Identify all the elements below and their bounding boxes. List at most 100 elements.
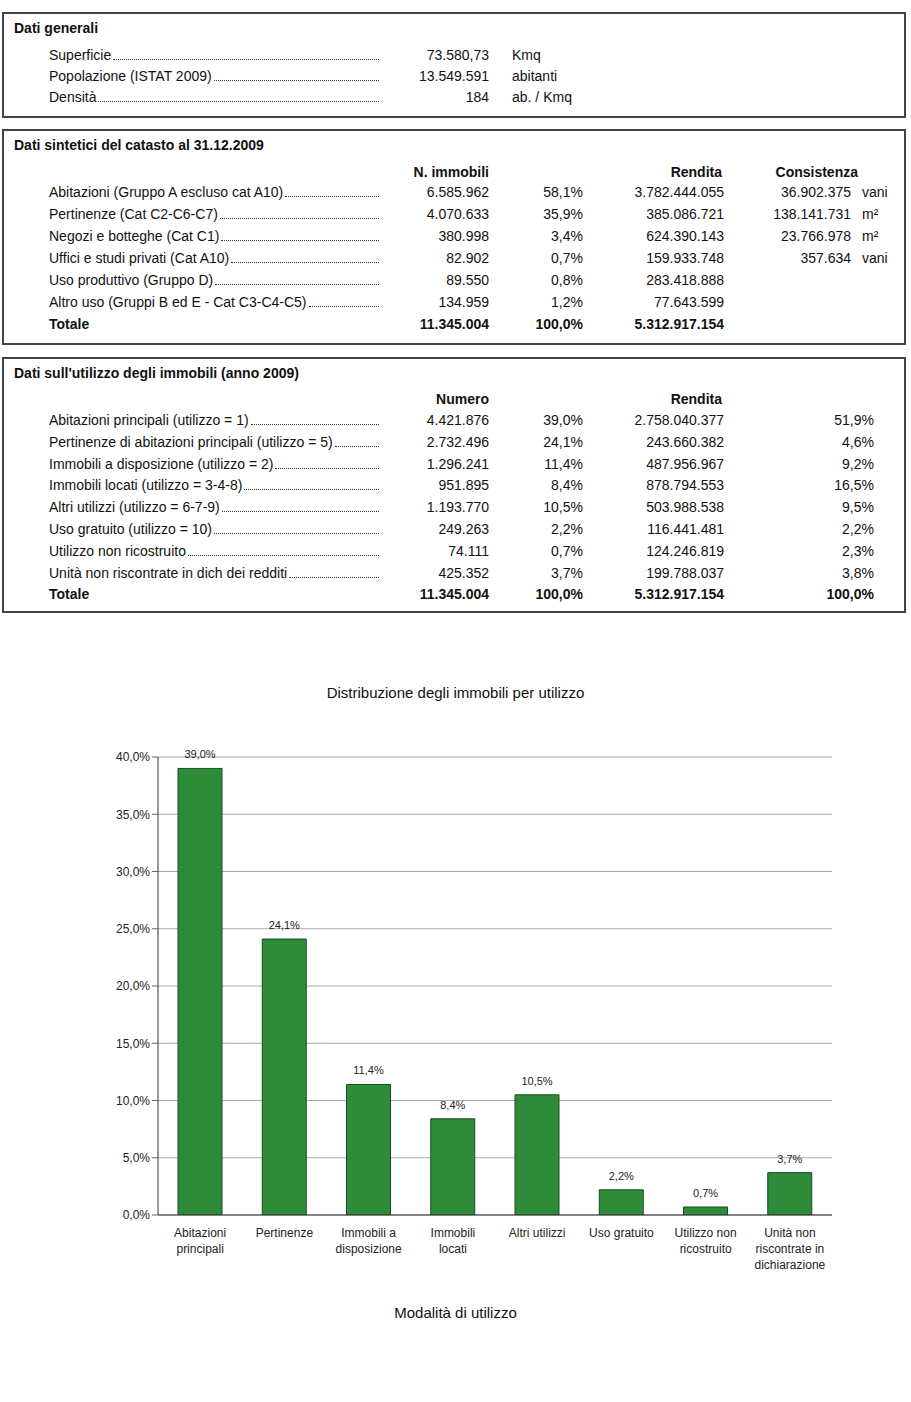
html-text:380.998: 380.998 — [438, 228, 489, 244]
html-text:N. immobili: N. immobili — [413, 164, 489, 180]
svg-text:Pertinenze: Pertinenze — [256, 1226, 314, 1240]
html-text:Rendita: Rendita — [670, 164, 722, 180]
html-text:878.794.553: 878.794.553 — [646, 477, 724, 494]
html-text:6.585.962: 6.585.962 — [426, 184, 489, 200]
svg-text:10,0%: 10,0% — [116, 1094, 150, 1108]
html-text:425.352: 425.352 — [438, 564, 489, 581]
html-text:Consistenza: Consistenza — [775, 164, 858, 180]
html-text:243.660.382: 243.660.382 — [646, 433, 724, 450]
svg-text:10,5%: 10,5% — [521, 1075, 552, 1087]
svg-text:Immobili adisposizione: Immobili adisposizione — [336, 1226, 402, 1256]
html-text:Immobili a disposizione (utili: Immobili a disposizione (utilizzo = 2) — [49, 455, 274, 472]
svg-text:8,4%: 8,4% — [440, 1099, 465, 1111]
html-text:951.895: 951.895 — [438, 477, 489, 494]
html-text:vani: vani — [862, 184, 888, 200]
html-text:2.732.496: 2.732.496 — [426, 433, 489, 450]
html-text:Densità: Densità — [49, 89, 97, 105]
html-text:3.782.444.055: 3.782.444.055 — [634, 184, 724, 200]
html-text:4.070.633: 4.070.633 — [426, 206, 489, 222]
html-text:Dati generali: Dati generali — [14, 20, 98, 36]
svg-text:25,0%: 25,0% — [116, 922, 150, 936]
html-text:Kmq: Kmq — [512, 47, 541, 63]
html-text:24,1%: 24,1% — [543, 433, 583, 450]
html-text:3,7%: 3,7% — [551, 564, 583, 581]
html-text:124.246.819: 124.246.819 — [646, 542, 724, 559]
svg-text:0,7%: 0,7% — [693, 1187, 718, 1199]
html-text:Pertinenze di abitazioni princ: Pertinenze di abitazioni principali (uti… — [49, 433, 333, 450]
html-text:36.902.375: 36.902.375 — [780, 184, 851, 200]
html-text:9,2%: 9,2% — [842, 455, 874, 472]
html-text:0,7%: 0,7% — [551, 250, 583, 266]
html-text:0,7%: 0,7% — [551, 542, 583, 559]
html-text:ab. / Kmq: ab. / Kmq — [512, 89, 572, 105]
html-text:35,9%: 35,9% — [543, 206, 583, 222]
html-text:1.193.770: 1.193.770 — [426, 499, 489, 516]
html-text:Modalità di utilizzo: Modalità di utilizzo — [394, 1304, 517, 1321]
html-text:74.111: 74.111 — [448, 542, 489, 559]
html-text:11.345.004: 11.345.004 — [419, 586, 489, 603]
svg-text:Uso gratuito: Uso gratuito — [589, 1226, 654, 1240]
svg-text:0,0%: 0,0% — [123, 1208, 151, 1222]
html-text:159.933.748: 159.933.748 — [646, 250, 724, 266]
html-text:4,6%: 4,6% — [842, 433, 874, 450]
html-text:11,4%: 11,4% — [544, 455, 583, 472]
html-text:100,0%: 100,0% — [826, 586, 874, 603]
svg-text:Abitazioniprincipali: Abitazioniprincipali — [174, 1226, 226, 1256]
html-text:184: 184 — [465, 89, 489, 105]
html-text:8,4%: 8,4% — [551, 477, 583, 494]
svg-text:Altri utilizzi: Altri utilizzi — [509, 1226, 566, 1240]
svg-text:2,2%: 2,2% — [609, 1170, 634, 1182]
html-text:Popolazione (ISTAT 2009): Popolazione (ISTAT 2009) — [49, 68, 212, 84]
html-text:m²: m² — [862, 206, 879, 222]
svg-text:11,4%: 11,4% — [353, 1064, 384, 1076]
svg-text:Unità nonriscontrate indichiar: Unità nonriscontrate indichiarazione — [755, 1226, 826, 1272]
html-text:23.766.978: 23.766.978 — [780, 228, 851, 244]
html-text:Altri utilizzi (utilizzo = 6-7: Altri utilizzi (utilizzo = 6-7-9) — [49, 499, 220, 516]
svg-text:Immobililocati: Immobililocati — [431, 1226, 476, 1256]
html-text:357.634: 357.634 — [800, 250, 851, 266]
html-text:Totale: Totale — [49, 586, 90, 603]
html-text:Utilizzo non ricostruito: Utilizzo non ricostruito — [49, 542, 186, 559]
html-text:385.086.721: 385.086.721 — [646, 206, 724, 222]
html-text:Superficie: Superficie — [49, 47, 112, 63]
html-text:73.580,73: 73.580,73 — [426, 47, 489, 63]
svg-text:40,0%: 40,0% — [116, 750, 150, 764]
html-text:Pertinenze (Cat C2-C6-C7): Pertinenze (Cat C2-C6-C7) — [49, 206, 218, 222]
svg-text:24,1%: 24,1% — [269, 919, 300, 931]
html-text:13.549.591: 13.549.591 — [418, 68, 489, 84]
html-text:82.902: 82.902 — [446, 250, 489, 266]
html-text:m²: m² — [862, 228, 879, 244]
html-text:Abitazioni (Gruppo A escluso c: Abitazioni (Gruppo A escluso cat A10) — [49, 184, 284, 200]
html-text:9,5%: 9,5% — [842, 499, 874, 516]
html-text:Uffici e studi privati (Cat A1: Uffici e studi privati (Cat A10) — [49, 250, 230, 266]
html-text:Dati sintetici del catasto al: Dati sintetici del catasto al 31.12.2009 — [14, 137, 264, 153]
html-text:503.988.538: 503.988.538 — [646, 499, 724, 516]
html-text:Immobili locati (utilizzo = 3-: Immobili locati (utilizzo = 3-4-8) — [49, 477, 243, 494]
html-text:624.390.143: 624.390.143 — [646, 228, 724, 244]
html-text:1.296.241: 1.296.241 — [426, 455, 489, 472]
svg-text:20,0%: 20,0% — [116, 979, 150, 993]
svg-text:15,0%: 15,0% — [116, 1037, 150, 1051]
html-text:Unità non riscontrate in dich: Unità non riscontrate in dich dei reddit… — [49, 564, 288, 581]
svg-text:3,7%: 3,7% — [777, 1153, 802, 1165]
html-text:vani: vani — [862, 250, 888, 266]
html-text:2,3%: 2,3% — [842, 542, 874, 559]
svg-text:39,0%: 39,0% — [184, 748, 215, 760]
html-text:58,1%: 58,1% — [543, 184, 583, 200]
html-text:Negozi e botteghe (Cat C1): Negozi e botteghe (Cat C1) — [49, 228, 220, 244]
html-text:3,4%: 3,4% — [551, 228, 583, 244]
html-text:16,5%: 16,5% — [834, 477, 874, 494]
html-text:100,0%: 100,0% — [535, 586, 583, 603]
svg-text:35,0%: 35,0% — [116, 808, 150, 822]
html-text:138.141.731: 138.141.731 — [773, 206, 851, 222]
html-text:10,5%: 10,5% — [543, 499, 583, 516]
html-text:487.956.967: 487.956.967 — [646, 455, 724, 472]
html-text:199.788.037: 199.788.037 — [646, 564, 724, 581]
svg-text:30,0%: 30,0% — [116, 865, 150, 879]
svg-text:5,0%: 5,0% — [123, 1151, 151, 1165]
html-text:3,8%: 3,8% — [842, 564, 874, 581]
html-text:5.312.917.154: 5.312.917.154 — [634, 586, 724, 603]
html-text:abitanti: abitanti — [512, 68, 558, 84]
svg-text:Utilizzo nonricostruito: Utilizzo nonricostruito — [675, 1226, 737, 1256]
html-text:Distribuzione degli immobili p: Distribuzione degli immobili per utilizz… — [326, 684, 585, 701]
